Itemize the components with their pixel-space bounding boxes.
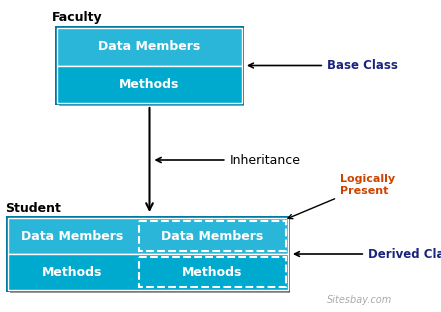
Bar (10, 221, 290, 293)
Bar (139, 257, 286, 287)
Bar (139, 221, 286, 251)
Text: Methods: Methods (42, 266, 103, 279)
Text: Sitesbay.com: Sitesbay.com (327, 295, 392, 305)
Text: Faculty: Faculty (52, 12, 103, 25)
Bar (59, 31, 244, 106)
Text: Data Members: Data Members (161, 230, 264, 242)
Bar (6, 216, 290, 292)
Text: Base Class: Base Class (249, 59, 398, 72)
Bar (57, 28, 242, 66)
Bar (8, 254, 288, 290)
Text: Data Members: Data Members (98, 40, 201, 53)
Text: Logically
Present: Logically Present (288, 174, 395, 219)
Text: Methods: Methods (120, 78, 179, 91)
Bar (57, 66, 242, 103)
Text: Inheritance: Inheritance (156, 154, 300, 167)
Bar (8, 218, 288, 254)
Text: Derived Class: Derived Class (295, 247, 441, 261)
Bar (55, 26, 244, 105)
Text: Student: Student (5, 202, 61, 216)
Text: Data Members: Data Members (21, 230, 123, 242)
Text: Methods: Methods (182, 266, 243, 279)
